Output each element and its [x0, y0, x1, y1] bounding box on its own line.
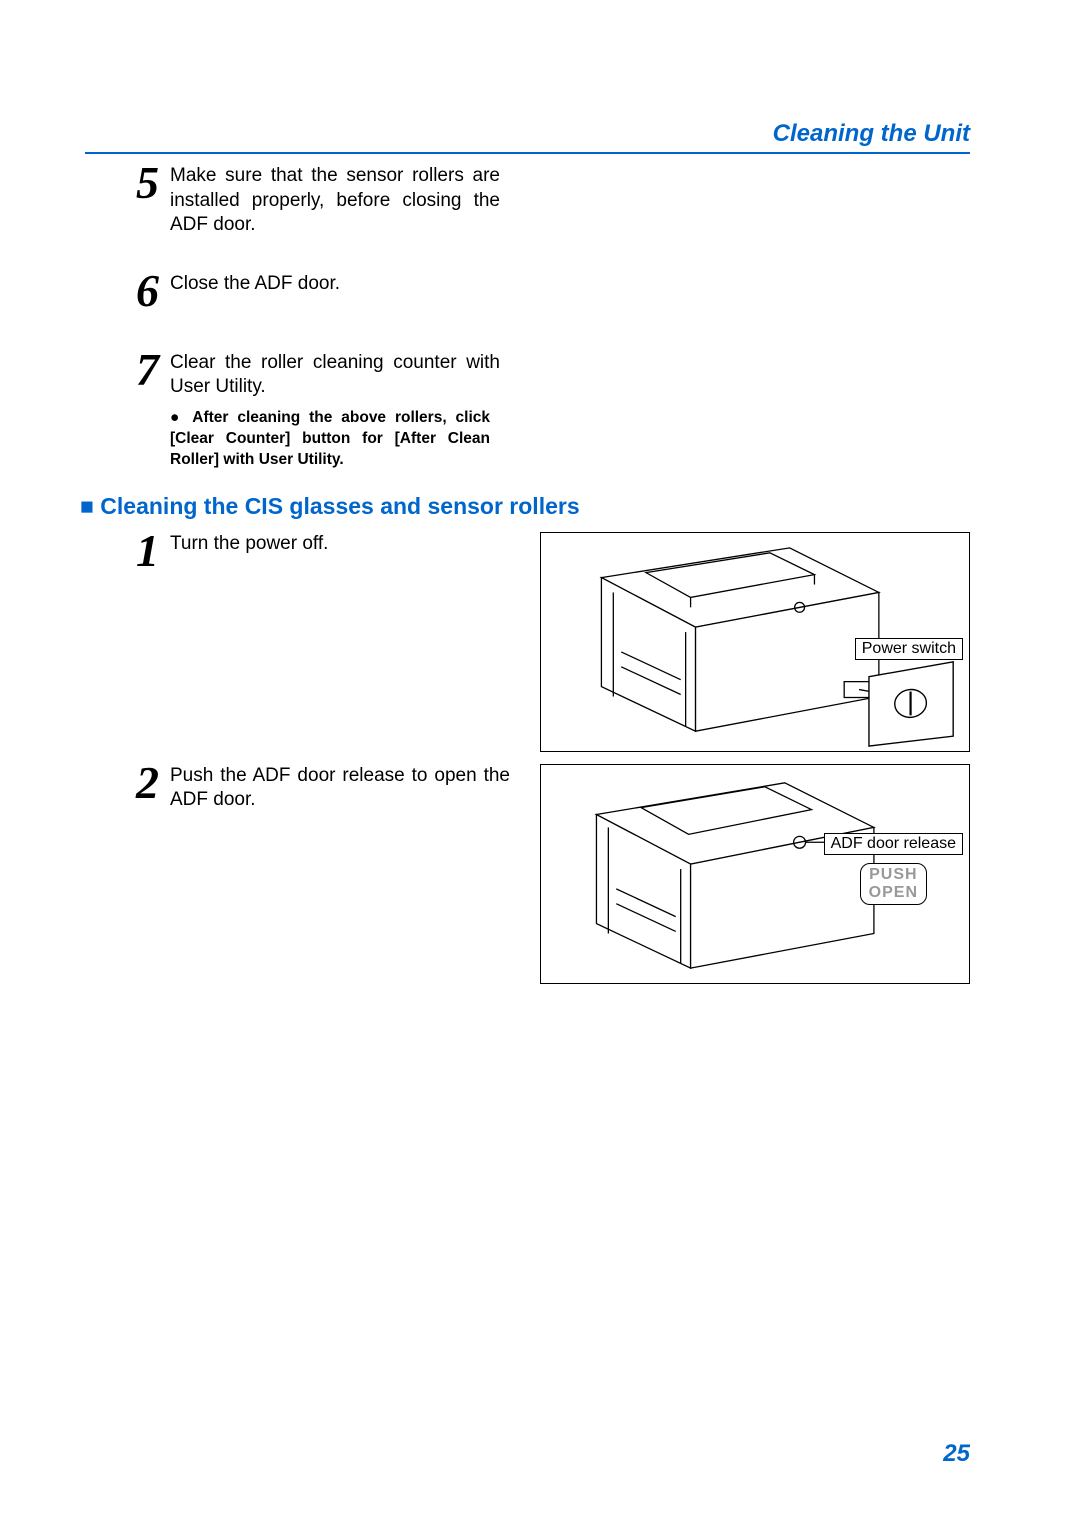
step-text: Clear the roller cleaning counter with U…: [170, 351, 500, 400]
page-number: 25: [943, 1440, 970, 1468]
top-steps-group: 5 Make sure that the sensor rollers are …: [136, 164, 970, 471]
step-7: 7 Clear the roller cleaning counter with…: [136, 351, 970, 471]
step-number: 5: [136, 164, 170, 201]
step-1: 1 Turn the power off.: [136, 532, 970, 764]
step-text: Turn the power off.: [170, 532, 328, 557]
callout-power-switch: Power switch: [855, 638, 963, 660]
header-rule: [85, 152, 970, 154]
bottom-steps-group: 1 Turn the power off.: [136, 532, 970, 996]
callout-adf-release: ADF door release: [824, 833, 963, 855]
step-5: 5 Make sure that the sensor rollers are …: [136, 164, 970, 238]
step-number: 7: [136, 351, 170, 388]
step-text: Close the ADF door.: [170, 272, 340, 297]
step-note: After cleaning the above rollers, click …: [170, 408, 490, 471]
step-6: 6 Close the ADF door.: [136, 272, 970, 309]
section-title: Cleaning the CIS glasses and sensor roll…: [80, 493, 970, 520]
step-number: 2: [136, 764, 170, 801]
figure-adf-release: ADF door release PUSH OPEN: [540, 764, 970, 984]
page-header-title: Cleaning the Unit: [773, 120, 970, 148]
step-2: 2 Push the ADF door release to open the …: [136, 764, 970, 996]
figure-power-switch: Power switch: [540, 532, 970, 752]
push-open-label: PUSH OPEN: [860, 863, 927, 906]
page: Cleaning the Unit 5 Make sure that the s…: [0, 0, 1080, 1528]
step-number: 1: [136, 532, 170, 569]
content-area: 5 Make sure that the sensor rollers are …: [110, 164, 970, 996]
step-number: 6: [136, 272, 170, 309]
step-text: Push the ADF door release to open the AD…: [170, 764, 510, 813]
step-text: Make sure that the sensor rollers are in…: [170, 164, 500, 238]
